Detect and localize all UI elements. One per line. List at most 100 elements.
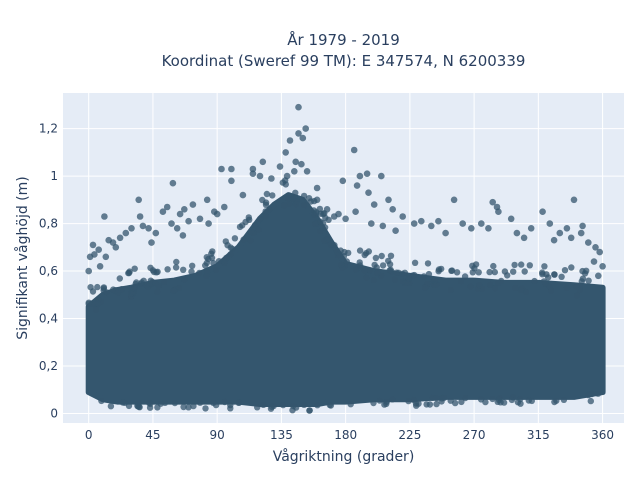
scatter-point <box>85 267 92 275</box>
scatter-point <box>594 390 602 397</box>
scatter-point <box>301 202 308 209</box>
scatter-point <box>221 259 228 267</box>
scatter-point <box>420 273 428 280</box>
scatter-point <box>548 287 555 294</box>
scatter-point <box>302 125 310 132</box>
scatter-point <box>290 402 297 410</box>
scatter-point <box>568 264 575 271</box>
scatter-point <box>539 271 546 278</box>
scatter-point <box>202 262 209 269</box>
scatter-point <box>231 235 239 242</box>
scatter-point <box>442 229 449 237</box>
scatter-point <box>101 213 108 220</box>
scatter-point <box>221 203 228 211</box>
scatter-point <box>292 189 299 196</box>
x-tick-label: 225 <box>398 428 421 442</box>
scatter-point <box>517 287 525 294</box>
scatter-point <box>469 262 476 269</box>
scatter-point <box>215 258 223 265</box>
x-tick-label: 360 <box>591 428 614 442</box>
scatter-point <box>236 223 244 231</box>
scatter-point <box>125 402 133 410</box>
scatter-point <box>399 278 406 285</box>
y-tick-label: 0,8 <box>39 217 58 231</box>
scatter-point <box>172 264 180 271</box>
scatter-point <box>482 398 489 406</box>
scatter-point <box>171 287 178 294</box>
scatter-point <box>188 268 195 275</box>
scatter-point <box>468 225 475 232</box>
x-tick-label: 315 <box>527 428 550 442</box>
scatter-point <box>122 229 130 237</box>
scatter-point <box>448 267 455 274</box>
scatter-point <box>300 401 308 408</box>
scatter-point <box>542 280 549 287</box>
scatter-point <box>285 195 292 202</box>
x-axis-label: Vågriktning (grader) <box>273 448 415 465</box>
x-tick-label: 270 <box>463 428 486 442</box>
scatter-point <box>560 396 568 403</box>
scatter-point <box>370 277 377 284</box>
scatter-point <box>218 165 225 173</box>
scatter-point <box>159 208 167 215</box>
points-layer <box>85 103 606 414</box>
scatter-point <box>379 222 387 230</box>
scatter-point <box>387 252 395 259</box>
scatter-point <box>94 283 101 291</box>
scatter-point <box>286 137 294 144</box>
scatter-point <box>596 248 603 256</box>
scatter-point <box>411 259 419 266</box>
scatter-point <box>136 213 144 220</box>
scatter-point <box>305 195 313 202</box>
scatter-point <box>327 402 335 409</box>
scatter-point <box>279 401 287 409</box>
scatter-point <box>181 206 188 213</box>
scatter-point <box>573 283 580 290</box>
scatter-point <box>322 214 329 221</box>
scatter-point <box>350 146 358 154</box>
scatter-point <box>458 398 465 406</box>
scatter-point <box>135 196 142 204</box>
scatter-point <box>313 209 320 216</box>
scatter-point <box>306 407 313 414</box>
scatter-point <box>393 269 400 276</box>
scatter-point <box>180 266 187 273</box>
scatter-point <box>347 401 354 408</box>
dense-region-layer <box>85 192 606 407</box>
scatter-point <box>517 395 524 403</box>
scatter-point <box>577 229 585 237</box>
scatter-point <box>462 394 469 402</box>
scatter-point <box>389 206 397 213</box>
scatter-point <box>179 232 187 239</box>
scatter-point <box>531 277 538 285</box>
scatter-point <box>262 208 269 215</box>
scatter-point <box>85 300 92 307</box>
scatter-point <box>527 225 535 232</box>
scatter-point <box>102 253 110 261</box>
scatter-point <box>511 261 518 269</box>
scatter-point <box>280 202 288 209</box>
scatter-point <box>579 275 587 282</box>
scatter-point <box>546 220 554 227</box>
scatter-point <box>356 259 363 266</box>
scatter-point <box>228 165 235 173</box>
scatter-point <box>501 268 509 275</box>
scatter-point <box>368 220 375 227</box>
scatter-point <box>425 270 433 278</box>
scatter-point <box>89 241 97 249</box>
scatter-point <box>489 198 497 206</box>
scatter-point <box>203 196 211 204</box>
scatter-point <box>213 210 221 218</box>
scatter-point <box>595 272 602 280</box>
scatter-point <box>268 175 275 182</box>
x-tick-label: 45 <box>145 428 160 442</box>
scatter-point <box>136 404 143 411</box>
scatter-point <box>292 158 300 166</box>
dense-point-cloud <box>85 192 606 407</box>
scatter-point <box>190 402 197 410</box>
scatter-point <box>563 285 571 292</box>
scatter-point <box>333 248 340 256</box>
scatter-point <box>478 220 485 227</box>
